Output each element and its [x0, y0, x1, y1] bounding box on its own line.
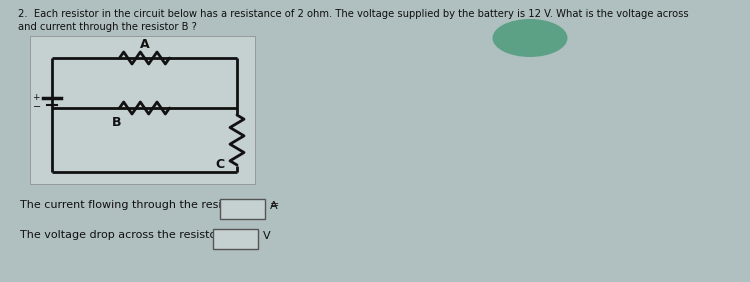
Text: B: B	[112, 116, 122, 129]
Text: A: A	[270, 201, 278, 211]
FancyBboxPatch shape	[213, 229, 258, 249]
Text: The voltage drop across the resistor B is =: The voltage drop across the resistor B i…	[20, 230, 257, 240]
Text: The current flowing through the resistor B is =: The current flowing through the resistor…	[20, 200, 279, 210]
Text: C: C	[215, 158, 224, 171]
FancyBboxPatch shape	[220, 199, 265, 219]
Text: A: A	[140, 39, 149, 52]
FancyBboxPatch shape	[30, 36, 255, 184]
Text: and current through the resistor B ?: and current through the resistor B ?	[18, 22, 196, 32]
Text: 2.  Each resistor in the circuit below has a resistance of 2 ohm. The voltage su: 2. Each resistor in the circuit below ha…	[18, 9, 688, 19]
Text: +: +	[32, 92, 40, 102]
Text: V: V	[263, 231, 271, 241]
Text: −: −	[33, 102, 41, 112]
Ellipse shape	[493, 19, 568, 57]
